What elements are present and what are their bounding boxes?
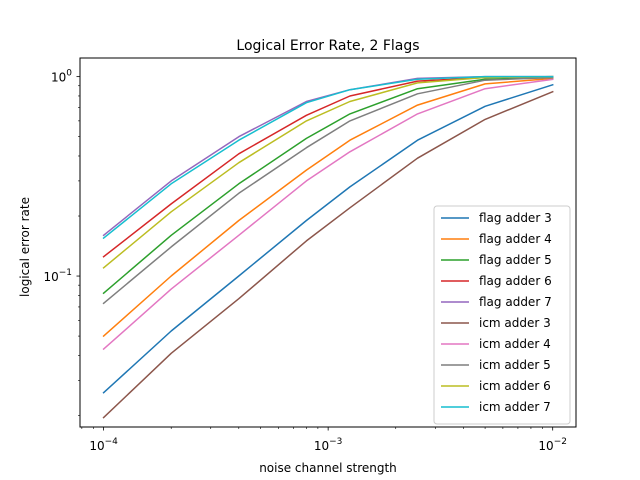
legend-label-3: flag adder 5 <box>479 253 552 267</box>
legend-label-4: flag adder 6 <box>479 274 552 288</box>
series-line-8 <box>102 76 554 305</box>
legend-label-1: flag adder 3 <box>479 211 552 225</box>
chart-title: Logical Error Rate, 2 Flags <box>236 38 419 54</box>
y-tick-label: 10−1 <box>43 268 72 284</box>
series-line-1 <box>102 83 554 394</box>
series-line-6 <box>102 90 554 419</box>
legend-label-5: flag adder 7 <box>479 295 552 309</box>
series-line-10 <box>102 75 554 240</box>
legend: flag adder 3 flag adder 4 flag adder 5 flag… <box>433 205 571 425</box>
series-line-3 <box>102 76 554 295</box>
series-line-9 <box>102 75 554 269</box>
x-axis-ticks: 10−4 10−3 10−2 <box>81 427 567 453</box>
x-tick-label: 10−4 <box>89 437 118 453</box>
legend-label-9: icm adder 6 <box>479 379 551 393</box>
plot-lines <box>102 75 554 419</box>
series-line-2 <box>102 77 554 338</box>
x-tick-label: 10−2 <box>538 437 567 453</box>
legend-label-8: icm adder 5 <box>479 358 551 372</box>
legend-label-7: icm adder 4 <box>479 337 551 351</box>
legend-label-6: icm adder 3 <box>479 316 551 330</box>
legend-label-10: icm adder 7 <box>479 400 551 414</box>
x-axis-label: noise channel strength <box>259 461 397 475</box>
legend-label-2: flag adder 4 <box>479 232 552 246</box>
y-tick-label: 100 <box>51 69 72 85</box>
y-axis-ticks: 10−1 100 <box>43 69 80 416</box>
y-axis-label: logical error rate <box>18 197 32 297</box>
x-tick-label: 10−3 <box>314 437 343 453</box>
series-line-7 <box>102 78 554 351</box>
